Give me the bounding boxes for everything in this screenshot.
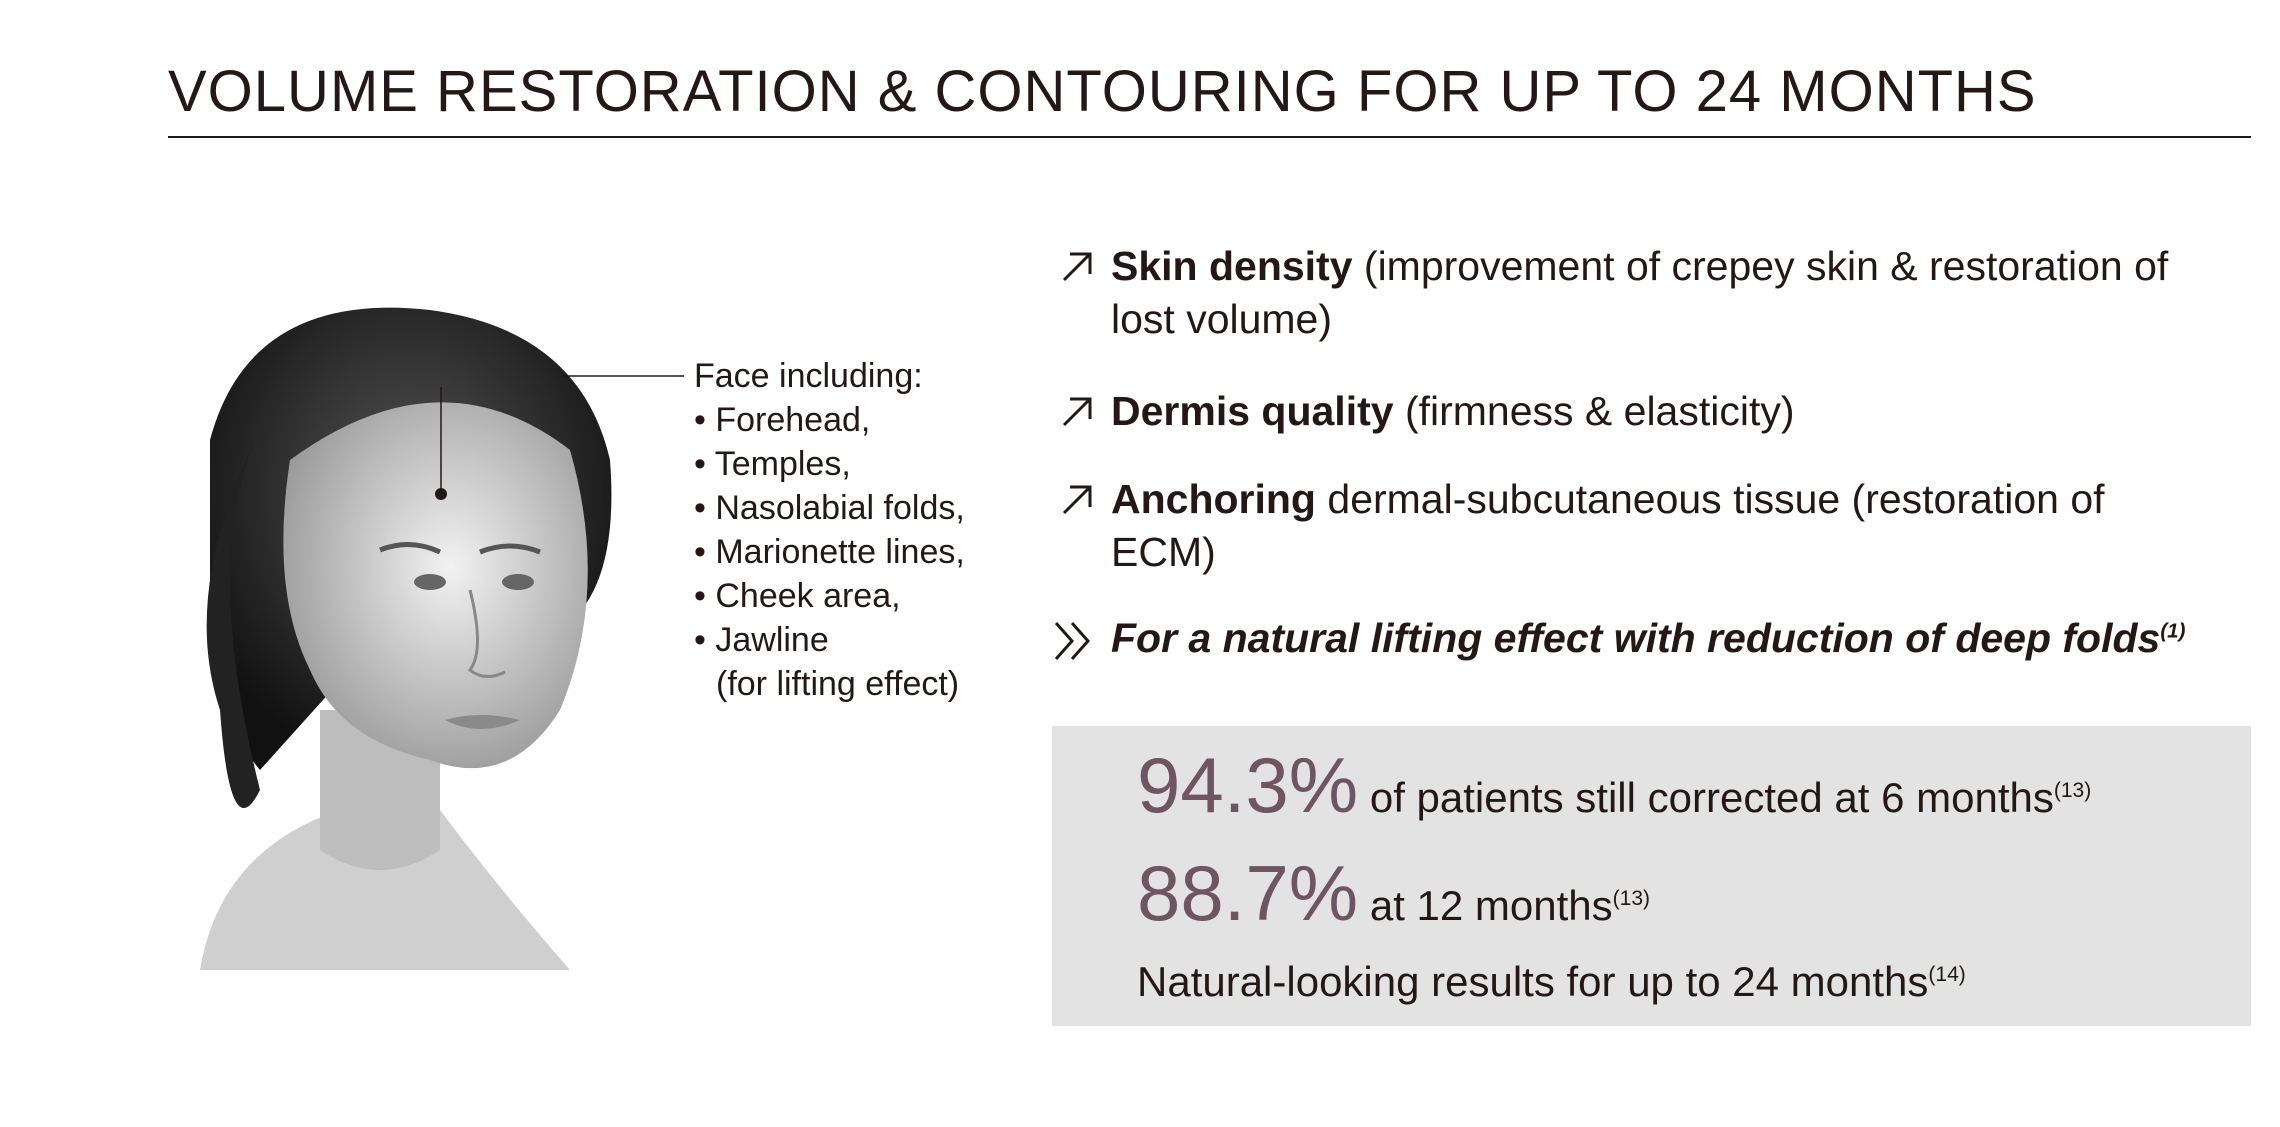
stat-value: 94.3% [1137,741,1359,829]
arrow-icon [1062,397,1092,427]
face-item: • Cheek area, [694,577,901,615]
chevron-icon [1054,622,1091,660]
benefit: Dermis quality (firmness & elasticity) [1060,385,2240,438]
face-item: (for lifting effect) [716,665,960,703]
benefit-text: dermal-subcutaneous tissue (restoration … [1111,476,2105,575]
conclusion: For a natural lifting effect with reduct… [1052,615,2185,662]
stat-text: Natural-looking results for up to 24 mon… [1137,958,1929,1005]
arrow-icon [1062,485,1092,515]
face-item: • Nasolabial folds, [694,489,965,527]
face-item: • Forehead, [694,401,871,439]
reference: (13) [2053,779,2092,802]
arrow-icon [1062,252,1092,282]
reference: (13) [1612,887,1651,910]
benefit-bold: Anchoring [1111,476,1316,522]
stat: Natural-looking results for up to 24 mon… [1137,958,1966,1006]
benefit: Anchoring dermal-subcutaneous tissue (re… [1060,473,2170,579]
face-item: • Jawline [694,621,829,659]
benefit-bold: Dermis quality [1111,388,1394,434]
reference: (1) [2160,619,2186,643]
benefit: Skin density (improvement of crepey skin… [1060,240,2240,346]
stat: 88.7% at 12 months(13) [1137,848,1650,939]
stats-box [1052,726,2251,1026]
stat: 94.3% of patients still corrected at 6 m… [1137,740,2091,831]
stat-text: at 12 months [1369,882,1613,929]
face-item: • Marionette lines, [694,533,965,571]
title: VOLUME RESTORATION & CONTOURING FOR UP T… [168,59,2037,124]
stat-text: of patients still corrected at 6 months [1369,774,2054,821]
benefit-text: (improvement of crepey skin & restoratio… [1111,243,2169,342]
conclusion-text: For a natural lifting effect with reduct… [1111,615,2161,661]
face-item: • Temples, [694,445,851,483]
face-illustration [200,307,612,970]
benefit-bold: Skin density [1111,243,1353,289]
benefit-text: (firmness & elasticity) [1404,388,1795,434]
leader-lines [435,375,684,500]
face-list: • Forehead, • Temples, • Nasolabial folds,… [694,398,965,706]
face-heading: Face including: [694,357,923,395]
stat-value: 88.7% [1137,849,1359,937]
title-rule [168,136,2251,138]
reference: (14) [1928,963,1966,986]
